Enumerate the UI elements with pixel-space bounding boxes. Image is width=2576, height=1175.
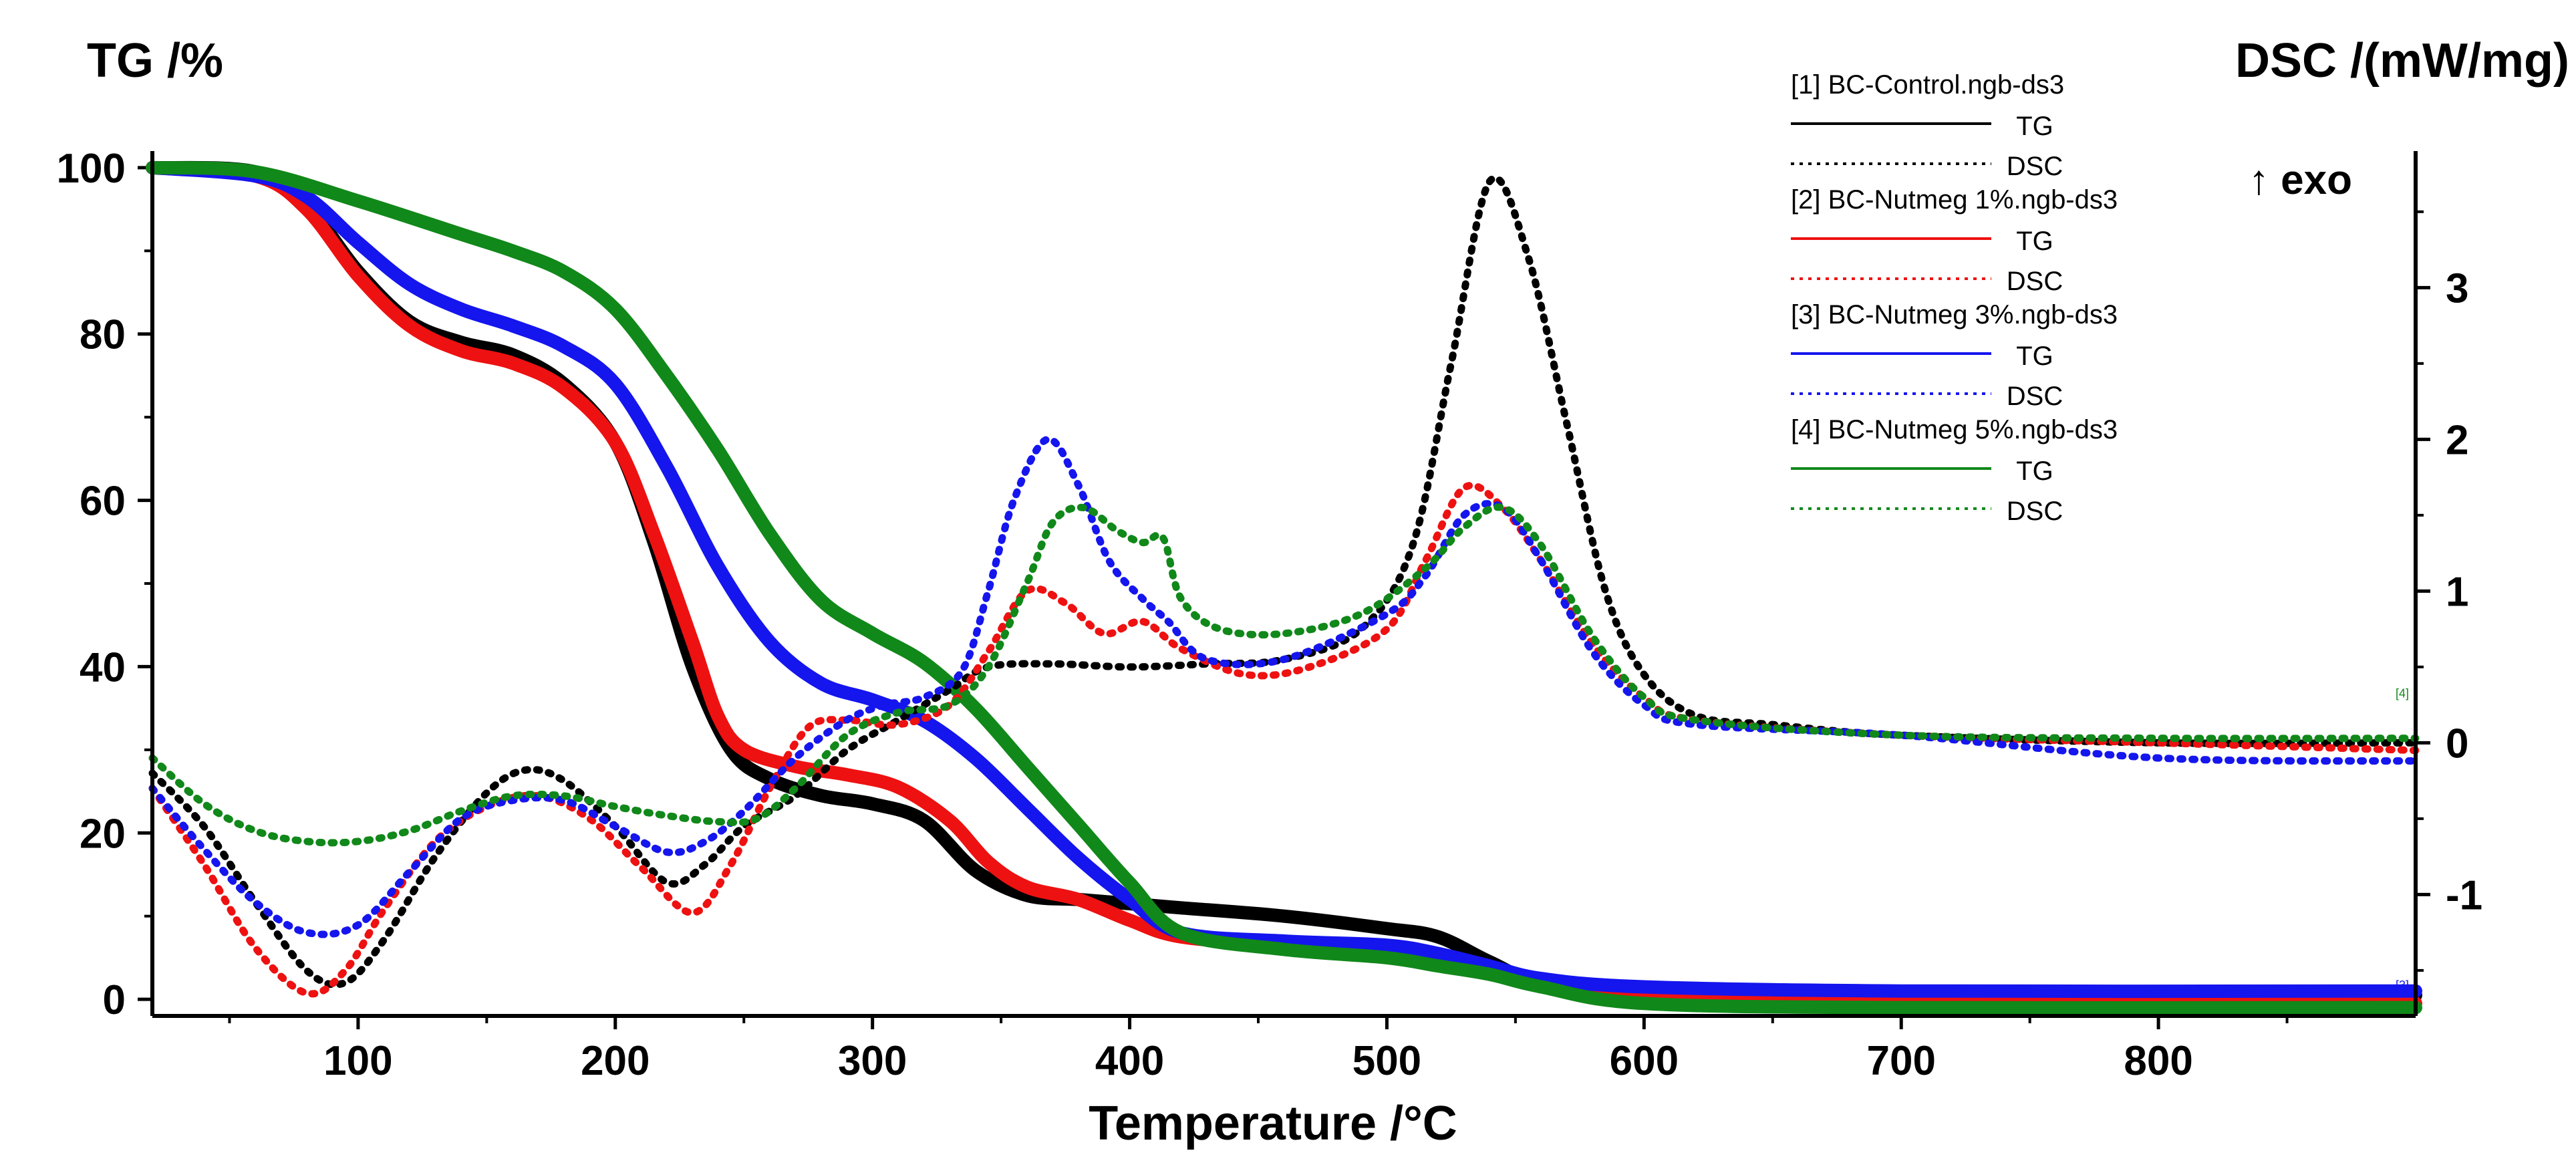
legend-sample-name: [4] BC-Nutmeg 5%.ngb-ds3 — [1791, 415, 2118, 444]
y-right-tick-label: 2 — [2446, 417, 2468, 463]
y-right-axis-title: DSC /(mW/mg) — [2235, 34, 2569, 88]
legend-sample-name: [2] BC-Nutmeg 1%.ngb-ds3 — [1791, 185, 2118, 215]
x-tick-label: 700 — [1867, 1038, 1936, 1084]
x-tick-label: 800 — [2124, 1038, 2192, 1084]
y-left-axis-title: TG /% — [87, 34, 223, 88]
dsc-curve-sample-3 — [148, 435, 2420, 938]
y-left-tick-label: 100 — [57, 146, 126, 192]
x-tick-label: 400 — [1095, 1038, 1164, 1084]
x-tick-label: 600 — [1610, 1038, 1679, 1084]
tg-curve-sample-3 — [146, 160, 2422, 999]
legend-sample-name: [1] BC-Control.ngb-ds3 — [1791, 70, 2064, 100]
legend-dsc-label: DSC — [2007, 267, 2063, 296]
legend-tg-label: TG — [2016, 112, 2053, 141]
dsc-curve-sample-1 — [148, 174, 2420, 989]
x-tick-label: 300 — [838, 1038, 907, 1084]
x-tick-label: 100 — [323, 1038, 392, 1084]
y-right-tick-label: 0 — [2446, 721, 2468, 767]
legend-tg-label: TG — [2016, 342, 2053, 371]
legend-sample-name: [3] BC-Nutmeg 3%.ngb-ds3 — [1791, 300, 2118, 330]
y-right-tick-label: 1 — [2446, 569, 2468, 615]
legend-tg-label: TG — [2016, 456, 2053, 486]
curve-end-marker: [4] — [2396, 686, 2409, 700]
tg-curve-sample-4 — [146, 160, 2422, 1015]
x-axis-title: Temperature /°C — [1089, 1097, 1457, 1150]
y-right-tick-label: 3 — [2446, 265, 2468, 311]
legend-tg-label: TG — [2016, 227, 2053, 256]
x-tick-label: 500 — [1352, 1038, 1421, 1084]
y-left-tick-label: 40 — [80, 644, 126, 690]
y-left-tick-label: 60 — [80, 479, 126, 525]
y-left-tick-label: 0 — [103, 977, 126, 1023]
dsc-curve-sample-4 — [148, 503, 2420, 847]
exo-direction-label: ↑ exo — [2249, 157, 2352, 203]
legend: [1] BC-Control.ngb-ds3 TG DSC [2] BC-Nutmeg… — [1791, 70, 2118, 526]
x-tick-label: 200 — [581, 1038, 650, 1084]
y-left-tick-label: 80 — [80, 312, 126, 358]
y-right-tick-label: -1 — [2446, 872, 2482, 918]
legend-dsc-label: DSC — [2007, 152, 2063, 181]
y-left-tick-label: 20 — [80, 811, 126, 857]
legend-dsc-label: DSC — [2007, 497, 2063, 526]
legend-dsc-label: DSC — [2007, 382, 2063, 411]
curve-end-marker: [3] — [2396, 978, 2409, 992]
